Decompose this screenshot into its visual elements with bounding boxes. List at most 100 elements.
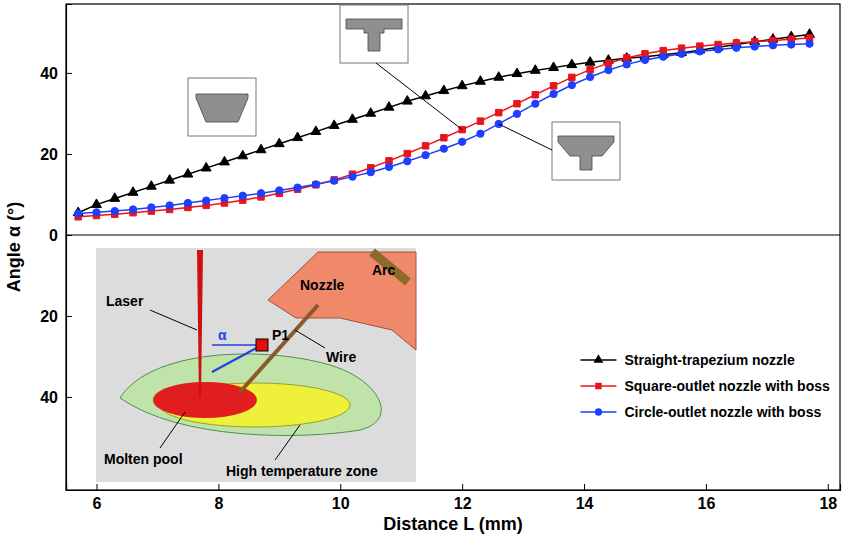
plot-area [73, 29, 814, 220]
tick: 40 [40, 65, 72, 82]
series-line [78, 38, 809, 217]
axis-line [67, 5, 73, 236]
data-point [678, 50, 685, 57]
data-point [385, 163, 392, 170]
thumb-frame [552, 122, 620, 180]
data-point [367, 169, 374, 176]
data-point [422, 143, 428, 149]
data-point [439, 85, 449, 94]
legend-item: Straight-trapezium nozzle [580, 352, 795, 368]
leader-line [160, 412, 185, 448]
tick-mark [706, 484, 707, 490]
series-line [78, 34, 809, 212]
panel-divider [66, 234, 840, 235]
legend-label: Circle-outlet nozzle with boss [624, 404, 821, 420]
data-point [622, 53, 632, 62]
data-point [532, 92, 538, 98]
data-point [75, 210, 82, 217]
data-point [274, 138, 284, 147]
inset-label: P1 [272, 327, 289, 343]
data-point [422, 152, 429, 159]
data-point [587, 66, 593, 72]
x-axis-title: Distance L (mm) [383, 514, 523, 534]
data-point [239, 192, 246, 199]
y-axis-top: 02040 [40, 5, 72, 244]
nozzle-thumb-trapezium [188, 78, 256, 136]
data-point [549, 62, 559, 71]
tick-mark [218, 484, 219, 490]
y-axis-bottom: 2040 [40, 236, 72, 491]
data-point [402, 96, 412, 105]
wire [240, 305, 318, 392]
data-point [569, 74, 575, 80]
tick-mark [340, 484, 341, 490]
tick-label: 12 [454, 495, 472, 512]
data-point [477, 130, 484, 137]
chart-canvas: 020402040681012141618Angle α (°)Distance… [0, 0, 846, 539]
legend-marker [595, 408, 602, 415]
data-point [441, 134, 447, 140]
data-point [550, 83, 556, 89]
tick-label: 20 [40, 146, 58, 163]
data-point [530, 65, 540, 74]
data-point [366, 108, 376, 117]
data-point [476, 76, 486, 85]
tick: 40 [40, 389, 72, 406]
inset-label: Wire [326, 349, 356, 365]
data-point [110, 193, 120, 202]
inset-background [96, 248, 416, 482]
tick: 12 [454, 484, 472, 512]
data-point [641, 56, 648, 63]
data-point [623, 61, 630, 68]
y-axis-title: Angle α (°) [4, 202, 24, 292]
data-point [457, 80, 467, 89]
tick: 20 [40, 308, 72, 325]
tick: 6 [93, 484, 102, 512]
data-point [384, 102, 394, 111]
inset-schematic: LaserNozzleArcWireP1αMolten poolHigh tem… [96, 248, 416, 482]
legend-item: Circle-outlet nozzle with boss [580, 404, 821, 420]
data-point [567, 59, 577, 68]
data-point [494, 72, 504, 81]
plot-frame [66, 4, 840, 490]
data-point [585, 57, 595, 66]
thumb-shape [346, 19, 402, 51]
data-point [605, 60, 611, 66]
data-point [660, 53, 667, 60]
alpha-ray [212, 345, 262, 372]
x-axis: 681012141618 [67, 484, 841, 512]
thumb-shape [196, 94, 248, 122]
data-point [331, 177, 338, 184]
data-point [696, 48, 703, 55]
tick-mark [828, 484, 829, 490]
nozzle-thumb-square [340, 5, 408, 63]
legend-marker [595, 383, 601, 389]
data-point [166, 202, 173, 209]
data-point [788, 41, 795, 48]
tick-label: 40 [40, 65, 58, 82]
data-point [146, 181, 156, 190]
tick-mark [584, 484, 585, 490]
data-point [256, 144, 266, 153]
data-point [276, 187, 283, 194]
tick-label: 18 [819, 495, 837, 512]
tick-mark [66, 154, 72, 155]
inset-label: α [218, 327, 227, 343]
data-point [495, 109, 501, 115]
tick-label: 6 [93, 495, 102, 512]
tick-label: 40 [40, 389, 58, 406]
data-point [349, 173, 356, 180]
data-point [404, 150, 410, 156]
data-point [568, 81, 575, 88]
leader-line [150, 310, 197, 330]
data-point [514, 100, 520, 106]
data-point [586, 73, 593, 80]
tick-label: 8 [214, 495, 223, 512]
data-point [148, 204, 155, 211]
data-point [751, 43, 758, 50]
molten-pool [153, 382, 257, 418]
data-point [512, 68, 522, 77]
data-point [128, 187, 138, 196]
data-point [129, 206, 136, 213]
legend-label: Straight-trapezium nozzle [624, 352, 795, 368]
